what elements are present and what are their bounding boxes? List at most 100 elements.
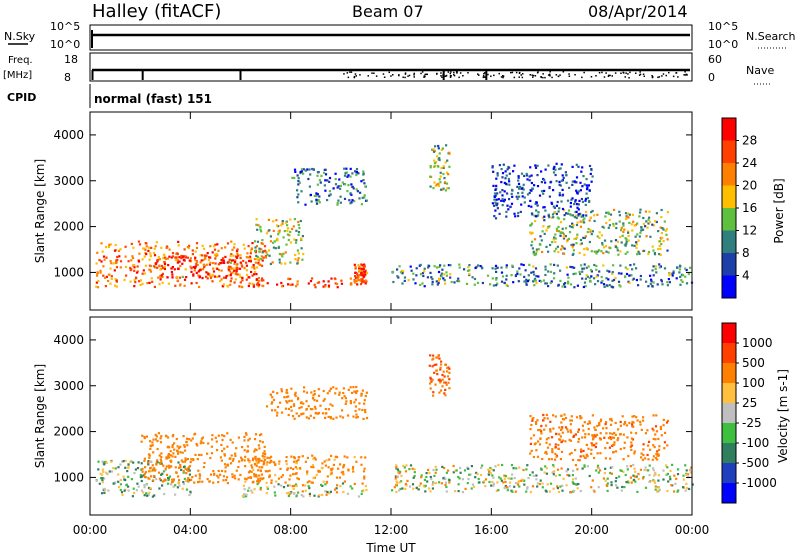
data-cell <box>167 453 170 456</box>
data-cell <box>256 240 260 243</box>
data-cell <box>522 188 525 191</box>
data-cell <box>559 167 562 170</box>
data-cell <box>142 491 145 494</box>
nave-dot <box>581 76 583 79</box>
data-cell <box>595 252 598 255</box>
data-cell <box>396 275 399 278</box>
data-cell <box>623 423 626 426</box>
data-cell <box>574 272 577 275</box>
data-cell <box>139 283 142 287</box>
data-cell <box>286 227 290 230</box>
data-cell <box>541 230 544 233</box>
data-cell <box>251 274 254 277</box>
data-cell <box>461 478 464 481</box>
nave-dot <box>605 72 607 74</box>
data-cell <box>216 449 219 452</box>
data-cell <box>266 253 269 256</box>
data-cell <box>467 478 470 481</box>
data-cell <box>196 458 199 461</box>
data-cell <box>295 484 298 488</box>
nave-dot <box>620 72 622 74</box>
data-cell <box>200 440 203 443</box>
nave-dot <box>639 73 642 76</box>
data-cell <box>604 423 607 426</box>
data-cell <box>549 181 552 184</box>
data-cell <box>424 490 427 493</box>
data-cell <box>544 181 547 184</box>
data-cell <box>362 179 365 182</box>
data-cell <box>523 275 526 278</box>
data-cell <box>274 247 277 250</box>
data-cell <box>633 415 636 418</box>
data-cell <box>198 453 201 456</box>
data-cell <box>445 144 448 147</box>
data-cell <box>136 265 139 268</box>
data-cell <box>334 178 337 181</box>
data-cell <box>149 255 152 258</box>
data-cell <box>286 229 289 232</box>
data-cell <box>247 276 250 279</box>
data-cell <box>561 231 564 234</box>
data-cell <box>153 494 156 497</box>
data-cell <box>147 249 150 252</box>
colorbar-segment <box>722 343 736 364</box>
data-cell <box>570 451 573 455</box>
data-cell <box>531 419 534 422</box>
data-cell <box>242 484 245 487</box>
data-cell <box>311 277 314 280</box>
data-cell <box>265 405 269 408</box>
data-cell <box>660 232 663 235</box>
data-cell <box>599 469 602 472</box>
data-cell <box>297 230 301 234</box>
data-cell <box>297 491 300 494</box>
data-cell <box>561 439 565 442</box>
data-cell <box>556 264 559 267</box>
data-cell <box>624 266 627 269</box>
data-cell <box>429 490 432 493</box>
data-cell <box>599 432 602 435</box>
data-cell <box>296 398 300 401</box>
data-cell <box>143 457 146 460</box>
data-cell <box>271 409 274 412</box>
data-cell <box>628 281 631 285</box>
data-cell <box>181 460 184 463</box>
data-cell <box>208 263 211 266</box>
data-cell <box>429 354 432 357</box>
data-cell <box>395 480 398 483</box>
data-cell <box>491 165 494 168</box>
data-cell <box>505 210 508 213</box>
data-cell <box>648 220 652 223</box>
data-cell <box>647 222 650 225</box>
data-cell <box>517 211 520 215</box>
data-cell <box>682 474 685 477</box>
data-cell <box>582 218 585 222</box>
data-cell <box>652 265 655 268</box>
data-cell <box>294 258 297 261</box>
data-cell <box>110 262 113 265</box>
data-cell <box>171 265 174 269</box>
data-cell <box>559 221 563 224</box>
data-cell <box>141 272 144 275</box>
data-cell <box>102 274 105 277</box>
data-cell <box>604 215 607 218</box>
colorbar-tick-label: 25 <box>742 396 757 410</box>
data-cell <box>258 466 261 469</box>
data-cell <box>312 168 315 171</box>
data-cell <box>605 284 608 287</box>
data-cell <box>579 225 582 228</box>
data-cell <box>289 283 292 286</box>
data-cell <box>575 203 579 206</box>
data-cell <box>440 389 443 392</box>
data-cell <box>568 474 571 477</box>
data-cell <box>545 424 548 427</box>
data-cell <box>532 270 535 273</box>
data-cell <box>112 467 115 470</box>
data-cell <box>627 231 630 234</box>
data-cell <box>313 390 316 393</box>
data-cell <box>436 356 439 359</box>
data-cell <box>522 468 525 472</box>
data-cell <box>627 481 630 484</box>
data-cell <box>150 246 153 249</box>
data-cell <box>626 212 629 215</box>
data-cell <box>220 247 223 250</box>
